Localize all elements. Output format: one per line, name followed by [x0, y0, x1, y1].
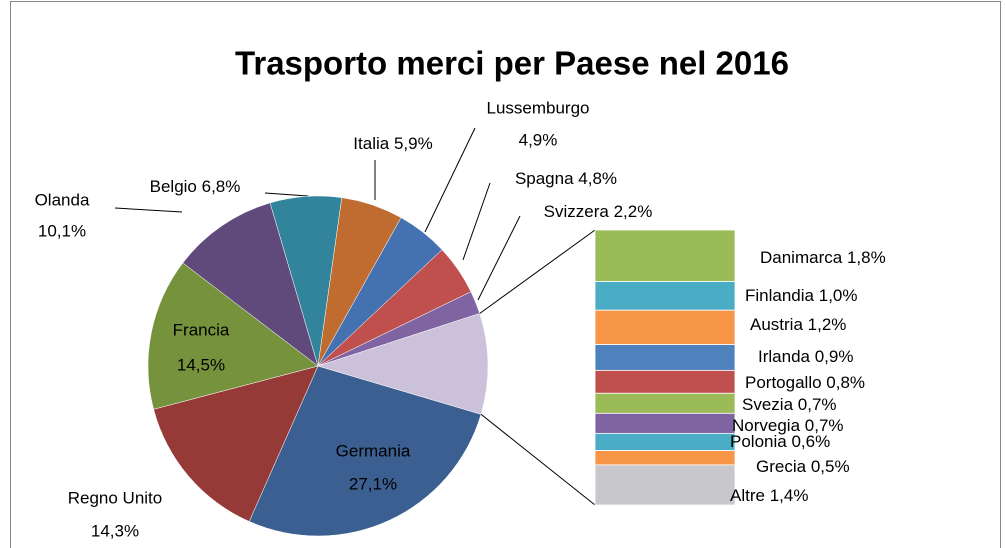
bar-label-name: Polonia — [730, 432, 787, 451]
bar-segment — [594, 369, 736, 394]
bar-label-name: Danimarca — [760, 248, 843, 267]
slice-label-name: Germania — [336, 441, 411, 460]
bar-label-value: 0,7% — [798, 395, 837, 414]
bar-label-name: Austria — [750, 315, 803, 334]
slice-label-value: 5,9% — [394, 134, 433, 153]
slice-label-name: Spagna — [515, 169, 574, 188]
slice-label-name: Svizzera — [544, 202, 610, 221]
bar-segment — [594, 464, 736, 506]
slice-label-name: Belgio — [150, 177, 197, 196]
slice-label-value: 14,3% — [91, 521, 139, 540]
bar-label-name: Altre — [730, 486, 765, 505]
slice-label-value: 4,9% — [519, 130, 558, 149]
bar-segment — [594, 412, 736, 434]
bar-label-name: Portogallo — [745, 373, 822, 392]
bar-label-name: Svezia — [742, 395, 794, 414]
slice-label-name: Lussemburgo — [486, 98, 589, 117]
slice-label-name: Regno Unito — [68, 488, 163, 507]
slice-label: Italia 5,9% — [353, 134, 432, 153]
slice-label-value: 10,1% — [38, 221, 86, 240]
slice-label-value: 14,5% — [177, 355, 225, 374]
bar-label: Irlanda 0,9% — [758, 347, 853, 366]
bar-label: Portogallo 0,8% — [745, 373, 865, 392]
leader-lines — [114, 127, 521, 301]
bar-label: Altre 1,4% — [730, 486, 808, 505]
bar-label-value: 0,6% — [791, 432, 830, 451]
pie-slice — [248, 365, 482, 537]
slice-label-value: 6,8% — [202, 177, 241, 196]
bar-label-value: 0,5% — [811, 457, 850, 476]
bar-label: Danimarca 1,8% — [760, 248, 886, 267]
bar-label: Austria 1,2% — [750, 315, 846, 334]
bar-label: Norvegia 0,7% — [732, 416, 844, 435]
slice-label: Spagna 4,8% — [515, 169, 617, 188]
bar-label-name: Irlanda — [758, 347, 811, 366]
pie-slice — [182, 202, 319, 367]
slice-label-value: 27,1% — [349, 474, 397, 493]
bar-label-value: 1,8% — [847, 248, 886, 267]
bar-label-value: 0,9% — [815, 347, 854, 366]
bar-segment — [594, 392, 736, 414]
bar-label-value: 0,7% — [805, 416, 844, 435]
slice-label: Svizzera 2,2% — [544, 202, 653, 221]
slice-label-value: 4,8% — [578, 169, 617, 188]
chart-frame — [10, 1, 1001, 548]
bar-segment — [594, 344, 736, 371]
slice-label-name: Italia — [353, 134, 389, 153]
bar-segment — [594, 450, 736, 466]
pie-slice — [147, 262, 319, 410]
slice-label: Belgio 6,8% — [150, 177, 241, 196]
slice-label-name: Francia — [173, 320, 230, 339]
bar-label: Svezia 0,7% — [742, 395, 837, 414]
bar-label-name: Norvegia — [732, 416, 801, 435]
bar-label-value: 1,0% — [819, 286, 858, 305]
bar-label: Finlandia 1,0% — [745, 286, 857, 305]
connector-line — [479, 229, 596, 314]
bar-segment — [594, 309, 736, 345]
bar-segment — [594, 229, 736, 282]
bar-label-value: 1,4% — [770, 486, 809, 505]
bar-label: Polonia 0,6% — [730, 432, 830, 451]
slice-label-name: Olanda — [35, 190, 90, 209]
connector-line — [480, 413, 596, 506]
slice-label-value: 2,2% — [614, 202, 653, 221]
bar-label: Grecia 0,5% — [756, 457, 850, 476]
pie-slice — [153, 365, 319, 522]
bar-label-name: Finlandia — [745, 286, 815, 305]
chart-title: Trasporto merci per Paese nel 2016 — [235, 45, 789, 82]
pie-slice-other — [317, 313, 489, 415]
bar-label-value: 0,8% — [826, 373, 865, 392]
bar-label-name: Grecia — [756, 457, 807, 476]
bar-label-value: 1,2% — [808, 315, 847, 334]
bar-segment — [594, 432, 736, 451]
bar-segment — [594, 281, 736, 311]
